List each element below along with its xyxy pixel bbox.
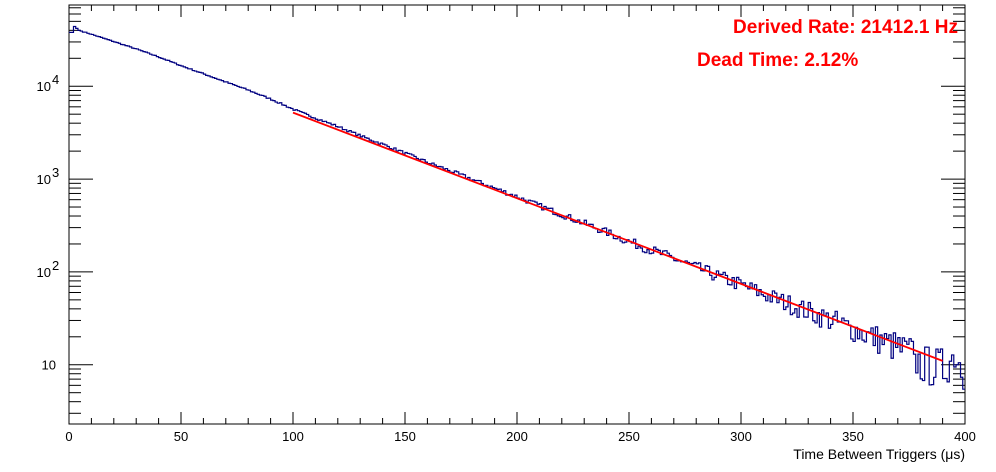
y-tick-exponent: 3	[52, 165, 59, 180]
y-tick-label: 10	[37, 172, 51, 187]
y-tick-exponent: 2	[52, 258, 59, 273]
x-tick-label: 350	[842, 429, 864, 444]
x-tick-label: 300	[730, 429, 752, 444]
fit-line	[292, 111, 943, 362]
y-tick-exponent: 4	[52, 72, 59, 87]
y-tick-label: 10	[42, 358, 56, 373]
x-tick-label: 200	[506, 429, 528, 444]
x-tick-label: 150	[394, 429, 416, 444]
derived-rate-annotation: Derived Rate: 21412.1 Hz	[733, 17, 958, 38]
x-tick-label: 0	[65, 429, 72, 444]
y-tick-label: 10	[37, 265, 51, 280]
dead-time-annotation: Dead Time: 2.12%	[697, 50, 858, 71]
x-tick-label: 400	[954, 429, 976, 444]
x-tick-label: 100	[282, 429, 304, 444]
x-axis: 0 50 100 150 200 250 300 350 400	[65, 5, 976, 444]
x-tick-label: 250	[618, 429, 640, 444]
x-axis-title: Time Between Triggers (μs)	[793, 446, 965, 462]
y-tick-label: 10	[37, 79, 51, 94]
x-tick-label: 50	[174, 429, 188, 444]
